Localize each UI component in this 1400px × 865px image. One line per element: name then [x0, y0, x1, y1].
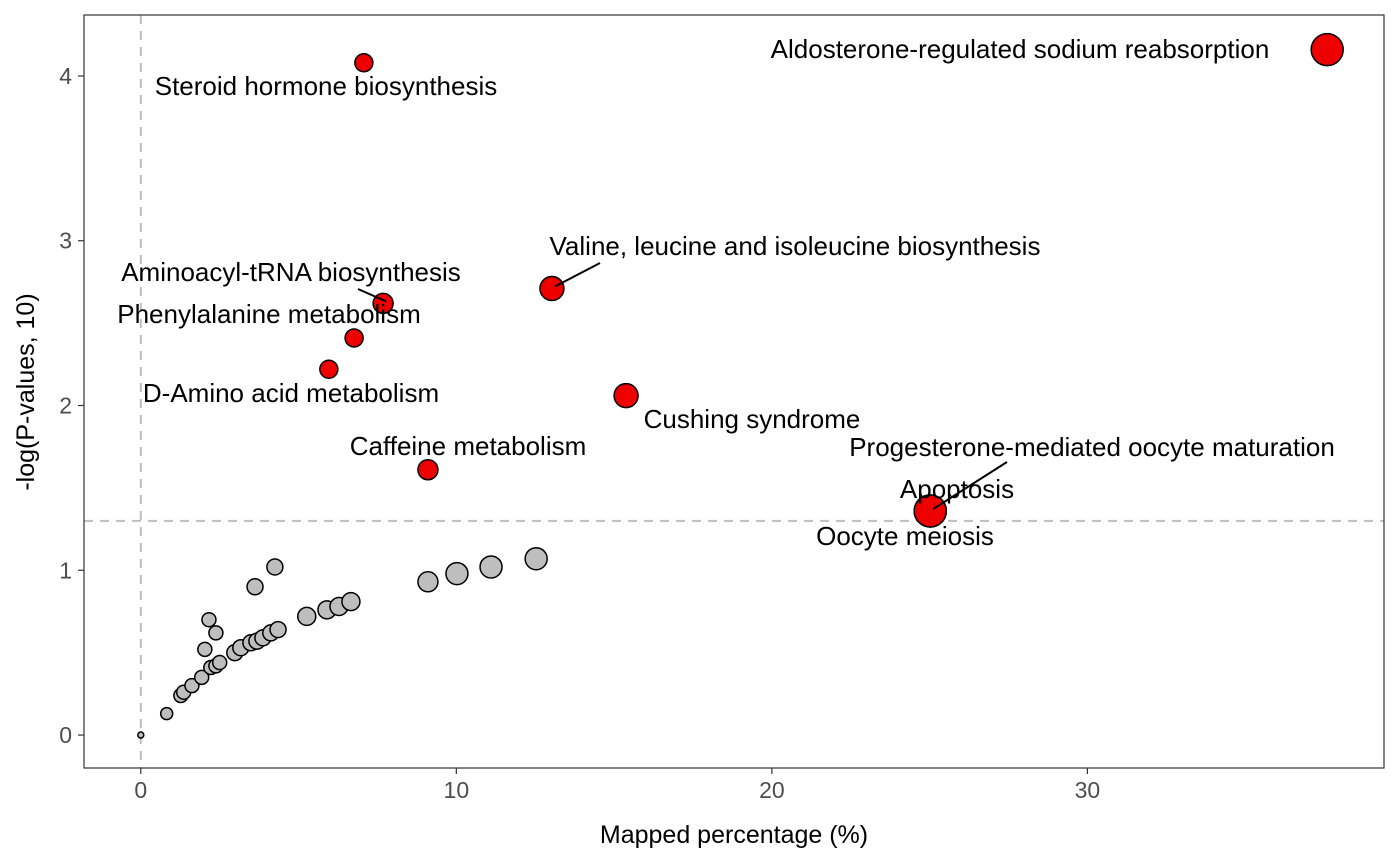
significant-data-point	[319, 359, 339, 380]
data-point	[197, 641, 213, 658]
point-label: Cushing syndrome	[644, 404, 861, 434]
data-point	[193, 669, 210, 686]
y-axis-title: -log(P-values, 10)	[12, 293, 40, 490]
label-leader-line	[357, 288, 387, 303]
data-point	[184, 677, 200, 694]
data-point	[524, 546, 548, 571]
y-tick-label: 3	[59, 228, 72, 254]
data-point	[269, 620, 287, 639]
significant-data-point	[913, 494, 948, 528]
point-label: Steroid hormone biosynthesis	[155, 71, 498, 101]
point-label: Aminoacyl-tRNA biosynthesis	[121, 257, 461, 287]
significant-data-point	[417, 459, 439, 481]
y-tick-label: 1	[59, 557, 72, 583]
point-label: Valine, leucine and isoleucine biosynthe…	[550, 231, 1041, 261]
significant-data-point	[344, 328, 364, 348]
y-tick-label: 4	[59, 63, 72, 89]
data-point	[445, 561, 469, 586]
data-point	[159, 706, 174, 721]
significant-data-point	[354, 53, 374, 73]
data-point	[266, 558, 284, 576]
data-point	[208, 625, 224, 641]
point-label: Progesterone-mediated oocyte maturation	[849, 432, 1335, 462]
x-tick-label: 10	[444, 777, 470, 803]
data-point	[201, 611, 217, 628]
label-leader-line	[932, 461, 1008, 510]
y-tick-label: 0	[59, 722, 72, 748]
data-point	[211, 654, 228, 671]
y-tick-label: 2	[59, 393, 72, 419]
data-point	[297, 606, 317, 627]
label-leader-line	[554, 262, 601, 288]
significant-data-point	[1310, 32, 1344, 67]
point-label: Aldosterone-regulated sodium reabsorptio…	[771, 34, 1270, 64]
data-point	[137, 731, 145, 739]
data-point	[246, 578, 264, 596]
data-point	[479, 555, 503, 579]
data-point	[417, 571, 439, 593]
point-label: Apoptosis	[900, 474, 1014, 504]
data-point	[341, 591, 361, 612]
x-tick-label: 30	[1075, 777, 1101, 803]
x-axis-title: Mapped percentage (%)	[600, 821, 868, 849]
point-label: Oocyte meiosis	[816, 521, 994, 551]
x-tick-label: 20	[759, 777, 785, 803]
point-label: Caffeine metabolism	[350, 431, 587, 461]
plot-border	[83, 14, 1385, 769]
plot-panel	[84, 15, 1384, 768]
x-tick-label: 0	[134, 777, 147, 803]
significant-data-point	[539, 275, 565, 302]
point-label: Phenylalanine metabolism	[117, 299, 421, 329]
point-label: D-Amino acid metabolism	[143, 378, 439, 408]
significant-data-point	[613, 382, 639, 409]
